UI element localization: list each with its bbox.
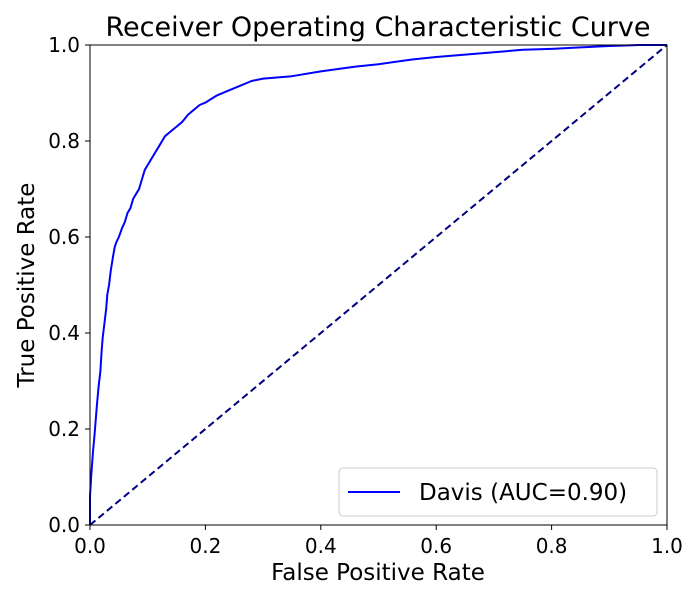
plot-area: 0.0 0.2 0.4 0.6 0.8 1.0 0.0 0.2 0.4 0.6 0.8 1.0 (48, 33, 683, 558)
x-tick-label: 0.8 (536, 534, 568, 558)
y-axis-label: True Positive Rate (14, 183, 40, 389)
chart-title: Receiver Operating Characteristic Curve (106, 12, 651, 43)
roc-curve-line (89, 44, 667, 525)
chance-diagonal-line (89, 44, 668, 526)
x-tick-label: 0.0 (74, 534, 106, 558)
y-tick-label: 0.6 (48, 225, 80, 249)
x-axis-label: False Positive Rate (271, 560, 485, 586)
legend-box (338, 467, 658, 517)
y-tick-label: 0.0 (48, 513, 80, 537)
legend: Davis (AUC=0.90) (338, 467, 658, 517)
x-tick-label: 0.6 (420, 534, 452, 558)
y-tick-label: 0.8 (48, 129, 80, 153)
legend-label-davis: Davis (AUC=0.90) (419, 480, 627, 506)
y-tick-label: 1.0 (48, 33, 80, 57)
x-tick-label: 1.0 (651, 534, 683, 558)
axes-frame (89, 44, 668, 526)
x-tick-label: 0.2 (189, 534, 221, 558)
x-tick-label: 0.4 (305, 534, 337, 558)
y-tick-label: 0.4 (48, 321, 80, 345)
y-tick-label: 0.2 (48, 417, 80, 441)
